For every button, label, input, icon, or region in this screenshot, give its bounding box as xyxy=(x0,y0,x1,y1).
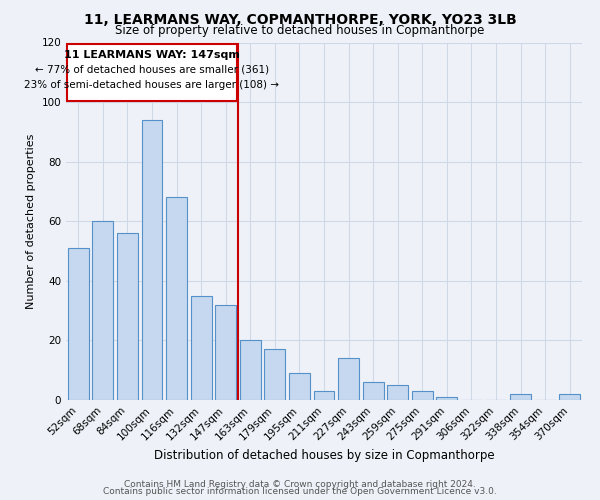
Text: ← 77% of detached houses are smaller (361): ← 77% of detached houses are smaller (36… xyxy=(35,65,269,75)
Bar xyxy=(265,350,286,400)
Text: Contains HM Land Registry data © Crown copyright and database right 2024.: Contains HM Land Registry data © Crown c… xyxy=(124,480,476,489)
Bar xyxy=(191,296,212,400)
Bar xyxy=(166,198,187,400)
Bar xyxy=(289,373,310,400)
Bar xyxy=(117,233,138,400)
Bar xyxy=(559,394,580,400)
Bar xyxy=(240,340,261,400)
Bar xyxy=(387,385,408,400)
Bar xyxy=(362,382,383,400)
Text: Contains public sector information licensed under the Open Government Licence v3: Contains public sector information licen… xyxy=(103,487,497,496)
X-axis label: Distribution of detached houses by size in Copmanthorpe: Distribution of detached houses by size … xyxy=(154,448,494,462)
Bar xyxy=(142,120,163,400)
Text: 11, LEARMANS WAY, COPMANTHORPE, YORK, YO23 3LB: 11, LEARMANS WAY, COPMANTHORPE, YORK, YO… xyxy=(83,12,517,26)
FancyBboxPatch shape xyxy=(67,44,237,100)
Bar xyxy=(510,394,531,400)
Text: Size of property relative to detached houses in Copmanthorpe: Size of property relative to detached ho… xyxy=(115,24,485,37)
Text: 23% of semi-detached houses are larger (108) →: 23% of semi-detached houses are larger (… xyxy=(25,80,280,90)
Bar xyxy=(314,391,334,400)
Text: 11 LEARMANS WAY: 147sqm: 11 LEARMANS WAY: 147sqm xyxy=(64,50,240,60)
Bar xyxy=(436,397,457,400)
Y-axis label: Number of detached properties: Number of detached properties xyxy=(26,134,36,309)
Bar xyxy=(215,304,236,400)
Bar xyxy=(338,358,359,400)
Bar xyxy=(412,391,433,400)
Bar xyxy=(68,248,89,400)
Bar xyxy=(92,221,113,400)
